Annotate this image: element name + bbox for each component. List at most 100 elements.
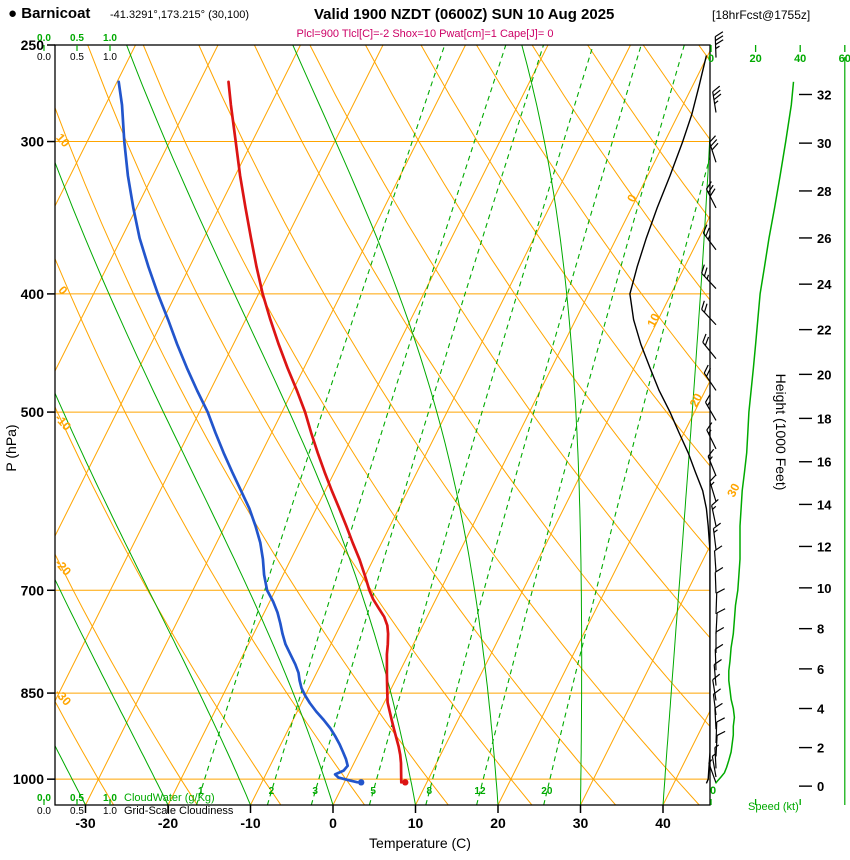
temperature-tick-label: 30 bbox=[573, 815, 589, 831]
wind-barb-feather bbox=[702, 224, 708, 234]
wind-barb-half-feather bbox=[715, 45, 720, 50]
wind-barb-half-feather bbox=[706, 274, 710, 280]
wind-barb-feather bbox=[703, 303, 708, 313]
wind-barb bbox=[701, 264, 717, 289]
mixing-ratio-value-label: 1 bbox=[198, 786, 204, 797]
wind-barb-shaft bbox=[711, 756, 717, 778]
station-coordinates: -41.3291°,173.215° (30,100) bbox=[110, 9, 250, 21]
pressure-tick-label: 400 bbox=[21, 286, 45, 302]
mixing-ratio-line bbox=[368, 45, 594, 805]
moist-adiabat-line bbox=[55, 578, 169, 805]
temperature-tick-label: -10 bbox=[240, 815, 260, 831]
wind-barb-shaft bbox=[714, 649, 717, 671]
wind-barb-feather bbox=[716, 608, 726, 614]
cloudwater-bottom-tick-label: 0.0 bbox=[37, 793, 51, 804]
wind-barb bbox=[715, 626, 725, 653]
mixing-ratio-value-label: 5 bbox=[370, 786, 376, 797]
grid-layer bbox=[55, 45, 710, 805]
temperature-tick-label: 10 bbox=[408, 815, 424, 831]
height-tick-label: 16 bbox=[817, 455, 831, 470]
dry-adiabat-line bbox=[55, 405, 282, 805]
height-tick-label: 10 bbox=[817, 581, 831, 596]
wind-barb-feather bbox=[710, 139, 718, 147]
cloudiness-top-tick-label: 0.5 bbox=[70, 52, 84, 63]
height-tick-label: 6 bbox=[817, 662, 824, 677]
cloudiness-axis-label: Grid-Scale Cloudiness bbox=[124, 805, 234, 817]
wind-barb-feather bbox=[704, 336, 710, 346]
mixing-ratio-line bbox=[195, 45, 446, 805]
dry-adiabat-line bbox=[531, 45, 710, 301]
wind-barb bbox=[709, 474, 717, 502]
wind-barb bbox=[706, 422, 717, 450]
data-layer bbox=[117, 55, 710, 786]
wind-barb bbox=[714, 702, 723, 730]
dry-adiabat-line bbox=[198, 45, 700, 805]
pressure-tick-label: 1000 bbox=[13, 771, 44, 787]
wind-barb-shaft bbox=[713, 550, 717, 572]
height-tick-label: 22 bbox=[817, 323, 831, 338]
height-tick-label: 2 bbox=[817, 741, 824, 756]
wind-barb-shaft bbox=[713, 664, 717, 686]
speed-top-tick-label: 60 bbox=[839, 53, 850, 65]
forecast-info: [18hrFcst@1755z] bbox=[712, 8, 811, 22]
cloudiness-top-tick-label: 1.0 bbox=[103, 52, 117, 63]
isotherm-line bbox=[332, 49, 710, 805]
height-tick-label: 24 bbox=[817, 277, 832, 292]
dry-adiabat-line bbox=[253, 45, 710, 728]
mixing-ratio-line bbox=[425, 45, 642, 805]
mixing-ratio-value-label: 12 bbox=[474, 786, 486, 797]
temperature-tick-label: 20 bbox=[490, 815, 506, 831]
wind-barb-half-feather bbox=[714, 100, 719, 105]
wind-barb-feather bbox=[712, 673, 721, 681]
mixing-ratio-value-label: 8 bbox=[427, 786, 433, 797]
speed-axis-label: Speed (kt) bbox=[748, 801, 799, 813]
dry-adiabat-line bbox=[587, 45, 710, 221]
cloudiness-top-tick-label: 0.0 bbox=[37, 52, 51, 63]
dry-adiabat-line bbox=[55, 700, 115, 805]
wind-barb bbox=[713, 545, 723, 572]
isotherm-line bbox=[415, 214, 710, 805]
wind-barb-feather bbox=[704, 394, 711, 403]
wind-barb bbox=[712, 522, 721, 550]
wind-barb bbox=[708, 759, 717, 784]
wind-barb-shaft bbox=[714, 708, 717, 730]
pressure-tick-label: 700 bbox=[21, 582, 45, 598]
wind-barb-shaft bbox=[704, 402, 717, 421]
mixing-ratio-value-label: 2 bbox=[269, 786, 275, 797]
height-tick-label: 12 bbox=[817, 539, 831, 554]
wind-barb-half-feather bbox=[712, 505, 717, 510]
wind-barb-feather bbox=[713, 688, 721, 695]
wind-barb-feather bbox=[705, 227, 710, 237]
height-tick-label: 14 bbox=[817, 497, 832, 512]
wind-speed-curve bbox=[714, 81, 795, 784]
dry-adiabat-line bbox=[55, 106, 449, 805]
wind-barb-feather bbox=[712, 85, 721, 93]
wind-barb bbox=[712, 85, 722, 113]
wind-barb bbox=[715, 588, 725, 614]
wind-barb-shaft bbox=[706, 429, 717, 450]
speed-top-tick-label: 40 bbox=[794, 53, 806, 65]
dry-adiabat-line bbox=[309, 45, 710, 639]
mixing-ratio-value-label: 3 bbox=[312, 786, 318, 797]
cloudiness-bottom-tick-label: 1.0 bbox=[103, 806, 117, 817]
mixing-ratio-line bbox=[543, 154, 710, 805]
isotherm-value-label: 0 bbox=[624, 192, 640, 205]
height-tick-label: 20 bbox=[817, 367, 831, 382]
wind-barb-half-feather bbox=[708, 429, 712, 434]
plot-border bbox=[54, 44, 711, 806]
wind-barb bbox=[702, 224, 717, 251]
wind-barb bbox=[715, 608, 726, 634]
isotherm-line bbox=[55, 45, 136, 208]
sounding-parameters: Plcl=900 Tlcl[C]=-2 Shox=10 Pwat[cm]=1 C… bbox=[296, 28, 554, 40]
cloudwater-top-tick-label: 0.0 bbox=[37, 33, 51, 44]
wind-barb bbox=[714, 31, 724, 58]
speed-top-tick-label: 0 bbox=[708, 53, 714, 65]
wind-barb-shaft bbox=[712, 679, 717, 701]
wind-barb-shaft bbox=[701, 308, 717, 326]
wind-barb-shaft bbox=[715, 592, 718, 614]
wind-barb bbox=[705, 181, 717, 209]
wind-barb-half-feather bbox=[714, 744, 720, 748]
height-axis-label: Height (1000 Feet) bbox=[773, 374, 789, 491]
wind-barb-feather bbox=[711, 142, 719, 151]
moist-adiabat-line bbox=[55, 391, 251, 805]
